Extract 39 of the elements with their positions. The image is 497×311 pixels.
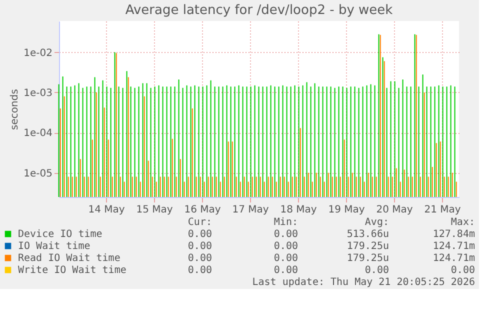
- x-tick-label: 20 May: [376, 204, 413, 216]
- text: 179.25u: [346, 253, 389, 264]
- text: 0.00: [188, 229, 212, 240]
- legend-label: Read IO Wait time: [18, 253, 120, 264]
- x-tick-label: 17 May: [232, 204, 269, 216]
- text: 0.00: [274, 229, 298, 240]
- text: 513.66u: [346, 229, 389, 240]
- text: 0.00: [274, 253, 298, 264]
- x-tick-label: 14 May: [88, 204, 125, 216]
- x-tick-label: 21 May: [424, 204, 461, 216]
- text: Min:: [274, 217, 298, 228]
- legend-label: IO Wait time: [18, 241, 90, 252]
- text: Last update: Thu May 21 20:05:25 2026: [252, 277, 475, 288]
- text: 0.00: [364, 265, 389, 276]
- y-tick-label: 1e-03: [24, 88, 52, 99]
- text: Cur:: [188, 217, 212, 228]
- y-axis-title: seconds: [10, 89, 21, 130]
- legend-label: Write IO Wait time: [18, 265, 126, 276]
- y-tick-label: 1e-04: [24, 128, 52, 140]
- x-tick-label: 15 May: [136, 204, 173, 216]
- text: Avg:: [364, 217, 389, 228]
- x-tick-label: 18 May: [280, 204, 317, 216]
- text: 127.84m: [432, 229, 475, 240]
- x-tick-label: 16 May: [184, 204, 221, 216]
- x-tick-label: 19 May: [328, 204, 365, 216]
- text: 124.71m: [432, 253, 475, 264]
- text: 0.00: [188, 253, 212, 264]
- y-tick-label: 1e-02: [24, 48, 52, 59]
- legend-label: Device IO time: [18, 229, 102, 240]
- text: 124.71m: [432, 241, 475, 252]
- text: 179.25u: [346, 241, 389, 252]
- y-tick-label: 1e-05: [24, 168, 52, 180]
- text: 0.00: [188, 241, 212, 252]
- text: 0.00: [450, 265, 475, 276]
- text: Max:: [450, 217, 475, 228]
- text: 0.00: [188, 265, 212, 276]
- text: 0.00: [274, 241, 298, 252]
- chart-title: Average latency for /dev/loop2 - by week: [125, 3, 394, 18]
- text: 0.00: [274, 265, 298, 276]
